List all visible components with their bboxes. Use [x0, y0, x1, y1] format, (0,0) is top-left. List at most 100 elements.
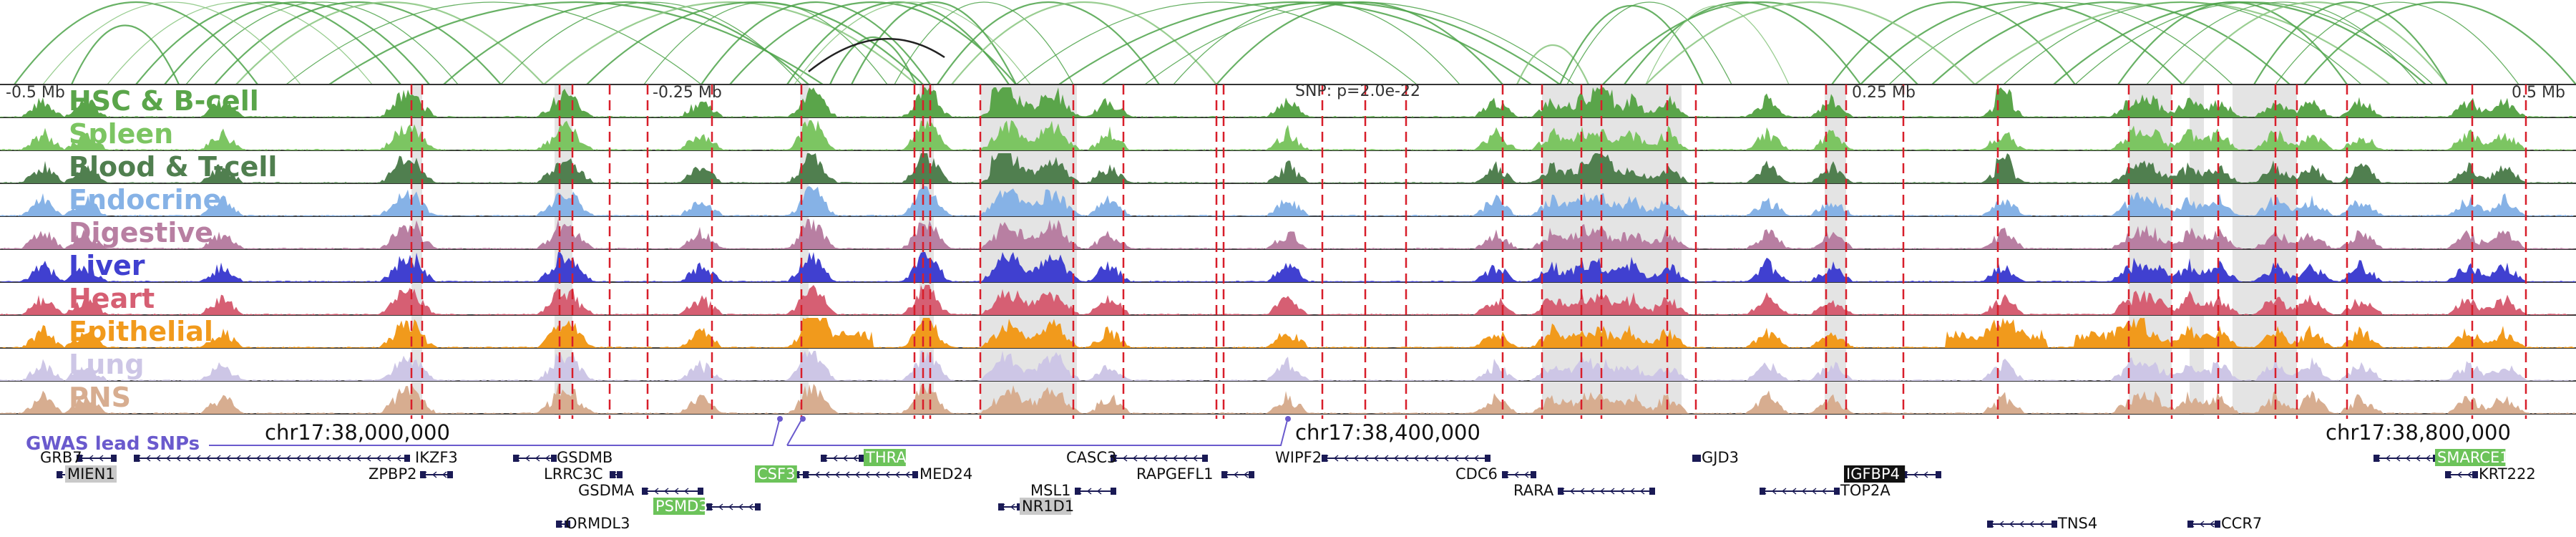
- track-signal: [0, 120, 2576, 150]
- gene-strand-arrow: [346, 455, 351, 462]
- gene-strand-arrow: [2425, 455, 2431, 462]
- gene-strand-arrow: [854, 471, 860, 478]
- gene-exon: [2051, 521, 2057, 528]
- gene-label: CASC3: [1066, 449, 1116, 466]
- gene-strand-arrow: [718, 503, 723, 511]
- gene-strand-arrow: [376, 455, 381, 462]
- gene-label: CDC6: [1455, 465, 1498, 483]
- gene-strand-arrow: [1413, 455, 1419, 462]
- gene-exon: [803, 471, 809, 478]
- gene-exon: [698, 488, 703, 495]
- chromatin-loop-arc: [2253, 1, 2448, 85]
- gene-strand-arrow: [1393, 455, 1399, 462]
- chromatin-loop-arc: [794, 1, 1031, 85]
- chromatin-loop-arc: [214, 1, 502, 85]
- gene-exon: [57, 471, 62, 478]
- gene-strand-arrow: [2019, 521, 2024, 528]
- chromatin-loop-arc: [851, 1, 1017, 85]
- gene-grb7: GRB7: [40, 449, 117, 466]
- gene-strand-arrow: [336, 455, 341, 462]
- chromatin-loop-arc: [2003, 1, 2362, 85]
- ruler-right-label: 0.5 Mb: [2512, 84, 2565, 102]
- gene-med24: MED24: [803, 465, 972, 483]
- chromatin-loop-arc: [1558, 4, 1704, 85]
- gene-exon: [1760, 488, 1765, 495]
- gene-strand-arrow: [441, 471, 447, 478]
- track-signal: [0, 219, 2576, 249]
- chromatin-loop-arc: [1602, 1, 1918, 85]
- track-label: Digestive: [69, 217, 213, 248]
- gene-exon: [2187, 521, 2193, 528]
- gene-strand-arrow: [316, 455, 321, 462]
- gene-exon: [912, 471, 918, 478]
- gene-strand-arrow: [728, 503, 733, 511]
- gene-strand-arrow: [265, 455, 271, 462]
- gene-strand-arrow: [195, 455, 201, 462]
- gene-strand-arrow: [1473, 455, 1479, 462]
- gene-strand-arrow: [255, 455, 261, 462]
- gene-strand-arrow: [1821, 488, 1827, 495]
- gene-strand-arrow: [1579, 488, 1585, 495]
- gene-exon: [642, 488, 648, 495]
- gene-exon: [1202, 455, 1208, 462]
- gene-strand-arrow: [844, 471, 850, 478]
- gene-label: WIPF2: [1275, 449, 1322, 466]
- gene-strand-arrow: [1609, 488, 1615, 495]
- gene-exon: [1936, 471, 1941, 478]
- track-signal: [0, 87, 2576, 117]
- chromatin-loop-arc: [1058, 1, 1532, 85]
- gene-casc3: CASC3: [1066, 449, 1208, 466]
- gene-label: RARA: [1513, 482, 1554, 499]
- gene-exon: [859, 455, 864, 462]
- gene-wipf2: WIPF2: [1275, 449, 1491, 466]
- chromatin-loop-arc: [1860, 1, 2183, 85]
- gene-strand-arrow: [1192, 455, 1198, 462]
- track-label: HSC & B-cell: [69, 85, 259, 117]
- gene-strand-arrow: [832, 455, 838, 462]
- gene-exon: [2215, 521, 2220, 528]
- coordinate-label-3: chr17:38,800,000: [2326, 420, 2511, 445]
- gene-strand-arrow: [1913, 471, 1918, 478]
- gene-thra: THRA: [821, 449, 907, 466]
- gene-lrrc3c: LRRC3C: [544, 465, 623, 483]
- gene-label: GSDMB: [557, 449, 613, 466]
- chromatin-loop-arc: [286, 1, 702, 85]
- chromatin-loop-arc: [643, 1, 888, 85]
- gene-strand-arrow: [1363, 455, 1369, 462]
- chromatin-loop-arc: [135, 1, 401, 85]
- gene-ormdl3: ORMDL3: [556, 515, 630, 532]
- gene-gjd3: GJD3: [1692, 449, 1739, 466]
- gene-label: TOP2A: [1840, 482, 1890, 499]
- gene-label: TNS4: [2057, 515, 2097, 532]
- gene-tns4: TNS4: [1987, 515, 2097, 532]
- track-label: Endocrine: [69, 184, 221, 216]
- gene-strand-arrow: [1152, 455, 1158, 462]
- chromatin-loop-arc: [2303, 1, 2576, 85]
- gene-exon: [1111, 455, 1116, 462]
- gene-exon: [77, 455, 82, 462]
- chromatin-loop-arc: [328, 1, 824, 85]
- gene-exon: [610, 471, 615, 478]
- gene-strand-arrow: [1923, 471, 1928, 478]
- gene-strand-arrow: [834, 471, 840, 478]
- gene-strand-arrow: [1243, 471, 1249, 478]
- gene-exon: [1987, 521, 1993, 528]
- chromatin-loop-arc: [937, 1, 1160, 85]
- gene-strand-arrow: [2209, 521, 2215, 528]
- gene-exon: [1558, 488, 1563, 495]
- chromatin-loop-arc: [1144, 1, 1575, 85]
- gene-label: GJD3: [1702, 449, 1739, 466]
- gene-strand-arrow: [2457, 471, 2462, 478]
- track-label: Epithelial: [69, 316, 213, 347]
- gene-strand-arrow: [175, 455, 181, 462]
- gene-cdc6: CDC6: [1455, 465, 1536, 483]
- gene-strand-arrow: [2405, 455, 2411, 462]
- gene-strand-arrow: [738, 503, 743, 511]
- chromatin-loop-arc: [1015, 1, 1418, 85]
- gene-highlight-box: [1844, 465, 1906, 483]
- track-signal: [0, 384, 2576, 414]
- chromatin-loop-arc: [586, 1, 924, 85]
- gene-exon: [755, 503, 761, 511]
- track-label: Liver: [69, 250, 145, 281]
- chromatin-loop-arc: [14, 1, 258, 85]
